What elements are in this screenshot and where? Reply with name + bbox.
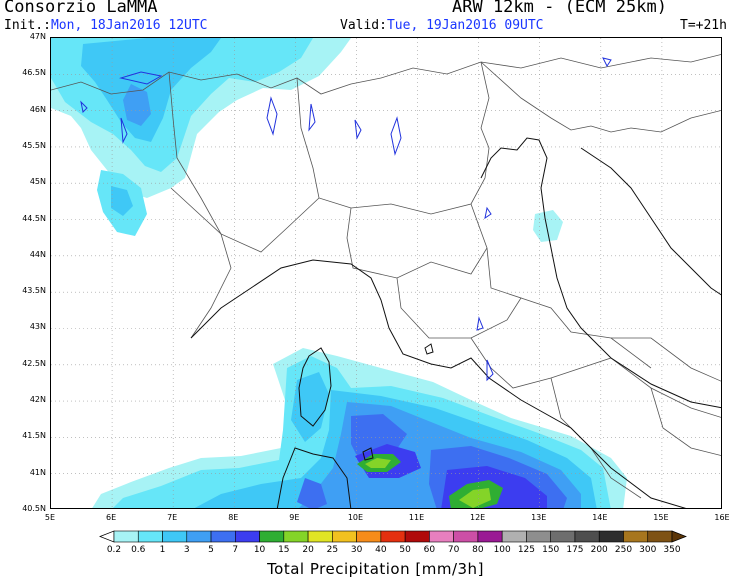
colorbar-swatch [235,530,260,543]
lat-tick-label: 45N [29,177,46,187]
colorbar-swatch [356,530,382,543]
precip-field-north [51,38,563,242]
colorbar-threshold-label: 20 [302,545,314,555]
colorbar-swatch [404,530,430,543]
colorbar-swatch [647,530,673,543]
colorbar-swatch [162,530,188,543]
lat-tick-label: 40.5N [22,504,46,513]
colorbar-swatch [259,530,285,543]
lon-tick-label: 16E [714,513,730,522]
lat-tick-label: 41N [29,467,46,477]
lat-tick-label: 42.5N [22,358,46,368]
init-value: Mon, 18Jan2016 12UTC [50,18,208,33]
lat-tick-label: 41.5N [22,431,46,441]
colorbar-threshold-label: 125 [517,545,536,555]
lon-tick-label: 11E [408,513,425,522]
lat-lon-grid [51,38,721,508]
lat-tick-label: 47N [29,32,46,41]
lon-tick-label: 10E [347,513,364,522]
colorbar-high-arrow [671,530,687,543]
lat-tick-label: 46N [29,104,46,114]
colorbar-threshold-label: 40 [375,545,387,555]
colorbar-threshold-label: 200 [590,545,608,555]
colorbar-threshold-label: 0.2 [106,545,122,555]
map-canvas [51,38,721,508]
precipitation-map [50,37,722,509]
colorbar-threshold-label: 150 [542,545,560,555]
colorbar-threshold-label: 0.6 [131,545,146,555]
source-title: Consorzio LaMMA [4,0,158,17]
lon-tick-label: 14E [592,513,608,522]
lat-tick-label: 44N [29,249,46,259]
valid-value: Tue, 19Jan2016 09UTC [386,18,544,33]
lakes-rivers [80,57,612,382]
colorbar-swatch [598,530,624,543]
precip-field-south [92,348,627,508]
colorbar-threshold-label: 350 [663,545,681,555]
colorbar-threshold-label: 175 [566,545,584,555]
lon-tick-label: 5E [44,513,56,522]
init-time: Init.:Mon, 18Jan2016 12UTC [4,18,208,33]
regional-borders [51,54,721,499]
colorbar-threshold-label: 250 [614,545,633,555]
colorbar-threshold-label: 50 [399,545,411,555]
colorbar-swatch [186,530,212,543]
lat-tick-label: 46.5N [22,68,46,78]
forecast-step: T=+21h [680,18,727,33]
lat-tick-label: 44.5N [22,213,46,223]
colorbar-swatch [307,530,333,543]
colorbar-low-arrow [99,530,115,543]
colorbar-swatch [477,530,503,543]
lat-tick-label: 42N [29,395,46,405]
colorbar-swatch [501,530,527,543]
colorbar-threshold-label: 25 [326,545,339,555]
lon-tick-label: 7E [167,513,178,522]
colorbar-swatch [550,530,576,543]
legend-title: Total Precipitation [mm/3h] [267,560,484,578]
valid-time: Valid:Tue, 19Jan2016 09UTC [340,18,544,33]
colorbar-swatch [453,530,479,543]
colorbar-threshold-label: 300 [639,545,657,555]
colorbar-threshold-label: 100 [493,545,511,555]
colorbar-threshold-label: 10 [253,545,266,555]
lon-tick-label: 13E [531,513,547,522]
lon-tick-label: 6E [106,513,117,522]
colorbar-swatch [429,530,454,543]
colorbar-swatch [332,530,357,543]
colorbar-swatch [526,530,551,543]
lon-tick-label: 15E [653,513,669,522]
colorbar-threshold-label: 7 [232,545,239,555]
colorbar-threshold-label: 5 [208,545,214,555]
colorbar-swatch [623,530,649,543]
lat-tick-label: 45.5N [22,140,46,150]
coastlines [190,137,721,508]
colorbar-threshold-label: 15 [278,545,290,555]
colorbar-swatch [380,530,406,543]
init-label: Init.: [4,18,51,33]
colorbar-threshold-label: 3 [183,545,190,555]
colorbar-swatch [210,530,236,543]
colorbar-threshold-label: 30 [350,545,363,555]
lat-tick-label: 43.5N [22,286,46,296]
lon-tick-label: 8E [228,513,239,522]
colorbar-swatch [574,530,600,543]
colorbar-swatch [137,530,163,543]
colorbar-threshold-label: 80 [472,545,484,555]
colorbar-threshold-label: 1 [159,545,166,555]
valid-label: Valid: [340,18,387,33]
colorbar-swatch [113,530,139,543]
lon-tick-label: 9E [289,513,300,522]
colorbar-swatch [283,530,309,543]
colorbar-threshold-label: 60 [423,545,436,555]
colorbar-threshold-label: 70 [447,545,460,555]
model-title: ARW 12km - (ECM 25km) [452,0,667,17]
lat-tick-label: 43N [29,322,46,332]
lon-tick-label: 12E [470,513,486,522]
